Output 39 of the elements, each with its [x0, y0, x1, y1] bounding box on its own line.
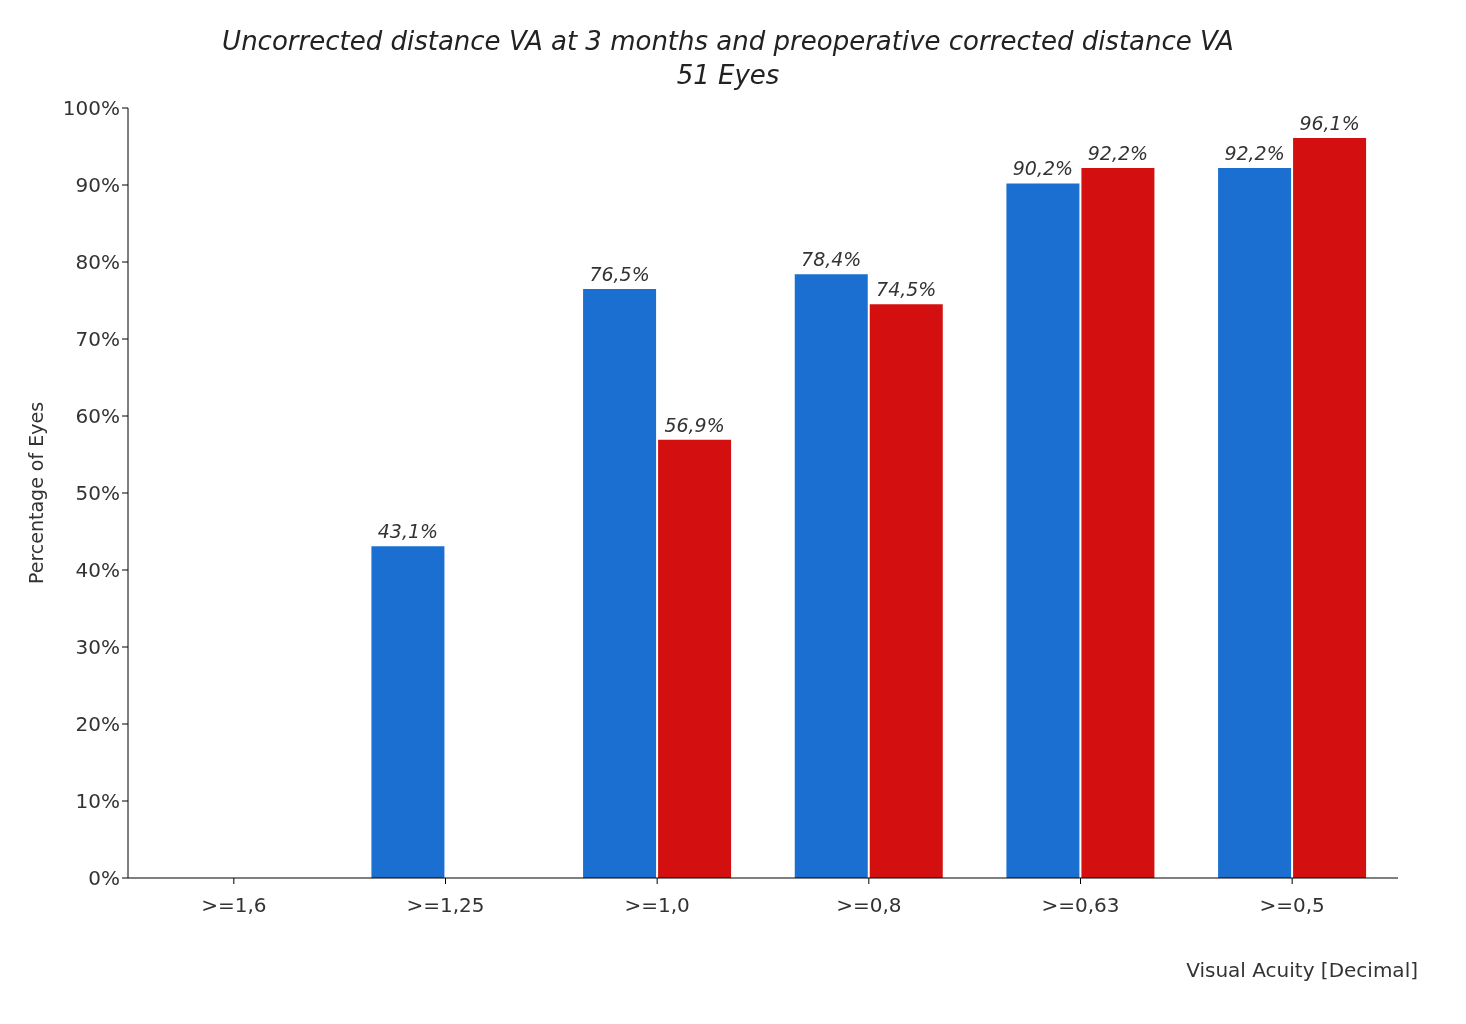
- y-tick-label: 70%: [75, 327, 120, 352]
- data-label: 43,1%: [377, 520, 439, 543]
- bar: [1293, 138, 1367, 878]
- data-label: 96,1%: [1299, 112, 1360, 135]
- y-axis-title: Percentage of Eyes: [24, 401, 47, 585]
- bar: [1081, 168, 1155, 878]
- x-tick-label: >=1,0: [624, 893, 690, 918]
- x-tick-label: >=1,25: [406, 893, 485, 918]
- x-tick-label: >=0,63: [1041, 893, 1120, 918]
- bar: [869, 304, 943, 878]
- x-tick-label: >=0,5: [1259, 893, 1325, 918]
- y-tick-label: 30%: [75, 635, 120, 660]
- x-axis-title: Visual Acuity [Decimal]: [1186, 958, 1418, 982]
- bar: [1218, 168, 1292, 878]
- y-tick-label: 0%: [88, 866, 120, 891]
- y-tick-label: 60%: [75, 404, 120, 429]
- y-tick-label: 100%: [62, 96, 120, 121]
- x-tick-label: >=0,8: [836, 893, 902, 918]
- y-tick-label: 40%: [75, 558, 120, 583]
- data-label: 92,2%: [1224, 142, 1285, 165]
- y-tick-label: 10%: [75, 789, 120, 814]
- data-label: 74,5%: [876, 278, 937, 301]
- x-tick-label: >=1,6: [201, 893, 267, 918]
- y-tick-label: 20%: [75, 712, 120, 737]
- data-label: 78,4%: [801, 248, 862, 271]
- y-tick-label: 90%: [75, 173, 120, 198]
- y-tick-label: 80%: [75, 250, 120, 275]
- data-label: 92,2%: [1087, 142, 1149, 165]
- bar: [1006, 183, 1080, 878]
- bar: [658, 439, 732, 878]
- data-label: 90,2%: [1012, 157, 1074, 180]
- chart-title: Uncorrected distance VA at 3 months and preoperative corrected distance VA: [221, 26, 1235, 56]
- chart-subtitle: 51 Eyes: [675, 60, 781, 90]
- data-label: 76,5%: [589, 262, 650, 285]
- bar: [794, 274, 868, 878]
- y-tick-label: 50%: [75, 481, 120, 506]
- bar: [371, 546, 445, 878]
- data-label: 56,9%: [664, 413, 725, 436]
- bar: [583, 288, 657, 878]
